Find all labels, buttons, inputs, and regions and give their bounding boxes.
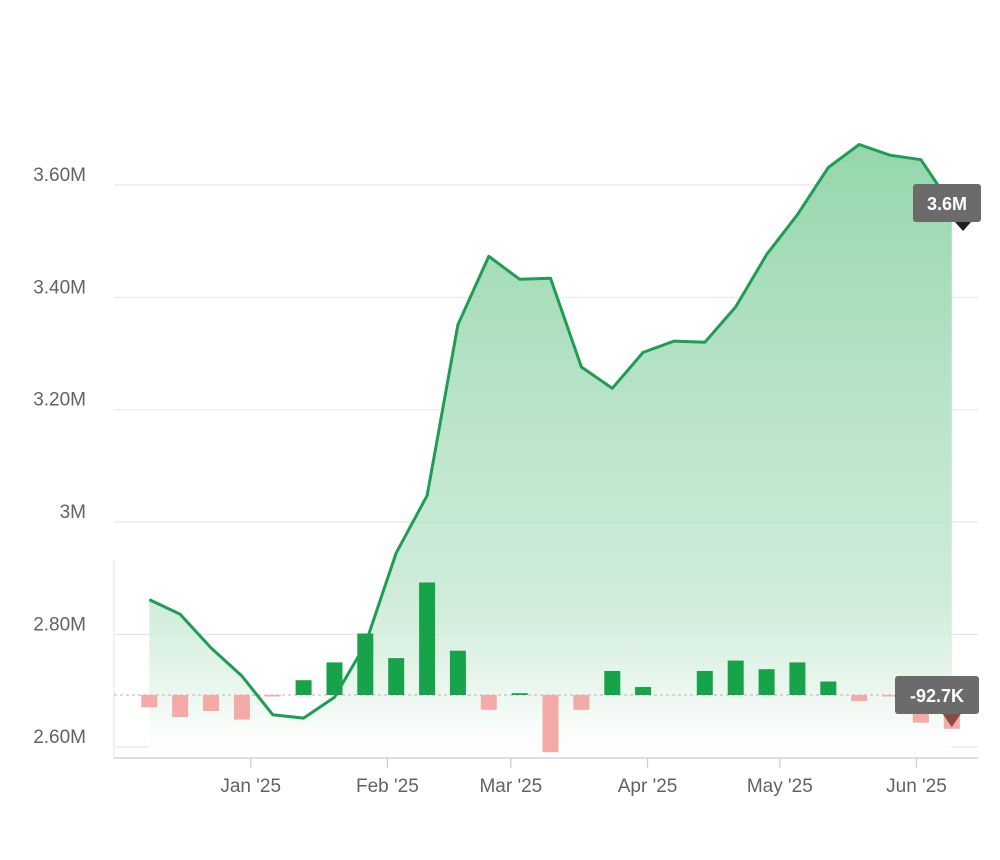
change-bar (264, 695, 281, 697)
y-tick-label: 3.20M (33, 390, 86, 411)
callout-box (913, 184, 981, 222)
change-bar (233, 695, 250, 720)
change-bar (388, 658, 405, 695)
change-bar (635, 687, 652, 695)
callout-pointer (942, 714, 961, 727)
change-bar (449, 650, 466, 695)
x-tick-label: May '25 (747, 776, 813, 797)
change-bar (727, 660, 744, 695)
change-bar (203, 695, 219, 711)
y-tick-label: 2.80M (33, 614, 86, 635)
change-bar (696, 671, 713, 695)
x-tick-label: Mar '25 (479, 776, 542, 797)
change-bar (172, 695, 189, 718)
axes: 2.60M 2.80M 3M 3.20M 3.40M 3.60M Jan '25 Feb '2… (33, 165, 978, 797)
y-tick-label: 2.60M (33, 727, 86, 748)
line-layer (148, 143, 954, 720)
change-bar (295, 680, 312, 695)
change-bars (114, 582, 965, 753)
x-tick-label: Jun '25 (886, 776, 947, 797)
change-bar (326, 662, 343, 695)
change-bar (419, 582, 436, 695)
last-value-label: 3.6M (927, 194, 967, 214)
change-bar (789, 662, 806, 695)
y-tick-label: 3.40M (33, 277, 86, 298)
last-value-callout: 3.6M (913, 184, 981, 231)
change-bar (851, 695, 868, 702)
last-change-label: -92.7K (910, 686, 964, 706)
value-line (148, 143, 954, 720)
y-tick-label: 3.60M (33, 165, 86, 186)
x-tick-label: Feb '25 (356, 776, 419, 797)
last-change-callout: -92.7K (895, 676, 979, 727)
change-bar (141, 695, 158, 708)
callouts: 3.6M -92.7K (895, 184, 981, 727)
area-layer (149, 144, 952, 748)
change-bar (604, 671, 621, 695)
change-bar (511, 693, 528, 695)
change-bar (882, 695, 898, 697)
change-bar (758, 669, 775, 695)
callout-pointer (955, 222, 971, 231)
change-bar (480, 695, 497, 710)
callout-box (895, 676, 979, 714)
value-area (149, 144, 952, 748)
change-bar (820, 681, 837, 695)
x-tick-label: Jan '25 (220, 776, 281, 797)
x-tick-label: Apr '25 (618, 776, 678, 797)
y-tick-label: 3M (60, 502, 86, 523)
change-bar (573, 695, 590, 710)
change-bar (542, 695, 559, 753)
